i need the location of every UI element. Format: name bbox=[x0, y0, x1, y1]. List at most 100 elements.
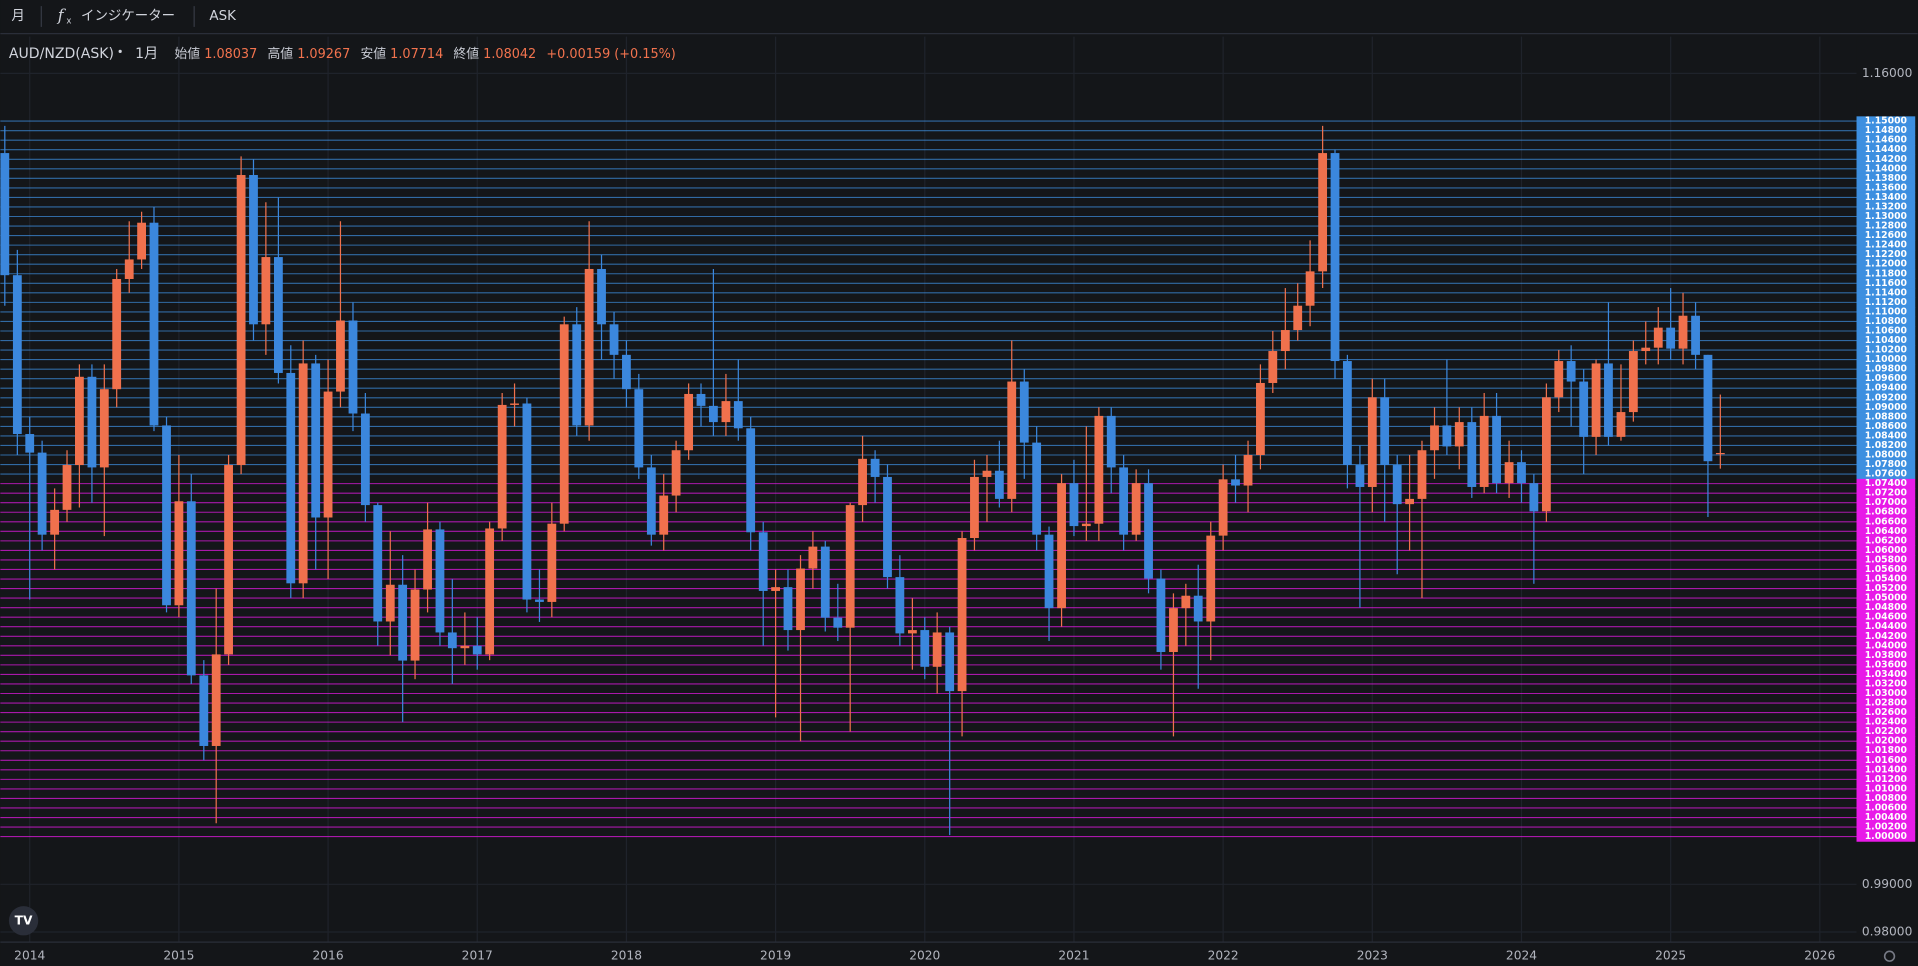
level-label: 1.14800 bbox=[1865, 125, 1908, 136]
candle-body bbox=[447, 632, 457, 649]
candle-body bbox=[410, 589, 420, 661]
level-label: 1.02600 bbox=[1865, 707, 1908, 718]
level-label: 1.02800 bbox=[1865, 698, 1908, 709]
level-label: 1.11000 bbox=[1865, 306, 1908, 317]
candle-body bbox=[522, 403, 532, 600]
x-tick-label: 2021 bbox=[1058, 949, 1089, 963]
level-label-bg bbox=[1856, 822, 1916, 833]
open-value: 1.08037 bbox=[204, 46, 257, 61]
level-label-bg bbox=[1856, 517, 1916, 527]
level-label-bg bbox=[1856, 135, 1916, 146]
candle-body bbox=[833, 617, 843, 628]
candle-body bbox=[1019, 381, 1029, 443]
change: +0.00159 (+0.15%) bbox=[546, 46, 675, 61]
level-label-bg bbox=[1856, 421, 1916, 432]
level-label-bg bbox=[1856, 707, 1916, 718]
x-tick-label: 2026 bbox=[1804, 949, 1835, 963]
level-label-bg bbox=[1856, 240, 1916, 251]
candle-body bbox=[622, 354, 631, 390]
level-label-bg bbox=[1856, 745, 1916, 756]
level-label: 1.04600 bbox=[1865, 612, 1908, 623]
level-label-bg bbox=[1856, 526, 1916, 537]
x-tick-label: 2016 bbox=[313, 949, 344, 963]
candle-body bbox=[771, 587, 781, 591]
level-label-bg bbox=[1856, 354, 1916, 365]
level-label-bg bbox=[1856, 164, 1916, 174]
level-label: 1.13600 bbox=[1865, 182, 1908, 193]
level-label-bg bbox=[1856, 793, 1916, 804]
x-tick-label: 2015 bbox=[163, 949, 194, 963]
candle-body bbox=[1666, 327, 1676, 349]
level-label-bg bbox=[1856, 144, 1916, 155]
level-label-bg bbox=[1856, 831, 1916, 842]
candle-body bbox=[37, 452, 47, 535]
level-label-bg bbox=[1856, 602, 1916, 613]
candle-body bbox=[1691, 315, 1700, 355]
level-label: 1.08000 bbox=[1865, 450, 1908, 461]
level-label-bg bbox=[1856, 583, 1916, 594]
interval-button[interactable]: 月 bbox=[11, 9, 24, 24]
level-label-bg bbox=[1856, 650, 1916, 661]
candle-body bbox=[746, 428, 756, 533]
candle-body bbox=[1293, 305, 1303, 331]
level-label-bg bbox=[1856, 688, 1916, 699]
candle-body bbox=[1032, 442, 1042, 535]
candle-body bbox=[1703, 354, 1713, 462]
candle-body bbox=[1454, 422, 1464, 447]
interval: 1月 bbox=[135, 46, 158, 62]
level-label: 1.11800 bbox=[1865, 268, 1908, 279]
level-label-bg bbox=[1856, 660, 1916, 671]
x-tick-label: 2014 bbox=[14, 949, 45, 963]
legend: AUD/NZD(ASK) 1月 始値 1.08037 高値 1.09267 安値… bbox=[9, 45, 676, 62]
level-label-bg bbox=[1856, 440, 1916, 451]
level-label: 1.10800 bbox=[1865, 316, 1908, 327]
level-label: 1.01200 bbox=[1865, 774, 1908, 785]
candle-body bbox=[1169, 608, 1178, 653]
candle-body bbox=[1131, 483, 1141, 535]
candle-body bbox=[1604, 363, 1613, 437]
candle-body bbox=[758, 532, 768, 591]
level-label-bg bbox=[1856, 364, 1916, 375]
level-label-bg bbox=[1856, 211, 1916, 222]
logo-mark: TV bbox=[15, 913, 33, 927]
candle-body bbox=[1094, 415, 1104, 524]
candle-body bbox=[360, 413, 370, 506]
candle-body bbox=[1641, 347, 1651, 352]
candle-body bbox=[1193, 595, 1203, 622]
level-label: 1.00400 bbox=[1865, 812, 1908, 823]
candle-body bbox=[62, 465, 72, 510]
level-label: 1.03800 bbox=[1865, 650, 1908, 661]
candle-body bbox=[74, 376, 84, 466]
candle-body bbox=[1405, 498, 1414, 505]
level-label-bg bbox=[1856, 803, 1916, 814]
level-label: 1.02000 bbox=[1865, 736, 1908, 747]
y-tick-label: 0.99000 bbox=[1862, 877, 1913, 891]
level-label: 1.09400 bbox=[1865, 383, 1908, 394]
candle-body bbox=[124, 259, 134, 279]
level-label: 1.00600 bbox=[1865, 802, 1908, 813]
level-label: 1.05000 bbox=[1865, 593, 1908, 604]
level-label: 1.08800 bbox=[1865, 411, 1908, 422]
candle-body bbox=[1529, 483, 1539, 512]
candle-body bbox=[535, 599, 544, 602]
level-label: 1.01800 bbox=[1865, 745, 1908, 756]
candle-body bbox=[845, 505, 855, 628]
indicators-button[interactable]: インジケーター bbox=[81, 8, 175, 24]
settings-icon[interactable] bbox=[1883, 950, 1896, 962]
level-label-bg bbox=[1856, 507, 1916, 518]
candle-body bbox=[1330, 153, 1340, 362]
level-label-bg bbox=[1856, 402, 1916, 413]
candle-body bbox=[423, 529, 432, 590]
level-label: 1.05600 bbox=[1865, 564, 1908, 575]
level-label-bg bbox=[1856, 564, 1916, 575]
candle-body bbox=[435, 529, 445, 633]
candle-body bbox=[932, 632, 942, 667]
level-label: 1.14600 bbox=[1865, 135, 1908, 146]
price-source-button[interactable]: ASK bbox=[209, 9, 237, 24]
level-label: 1.12600 bbox=[1865, 230, 1908, 241]
level-label: 1.02400 bbox=[1865, 717, 1908, 728]
candle-body bbox=[820, 546, 830, 618]
level-label-bg bbox=[1856, 392, 1916, 403]
low-value: 1.07714 bbox=[390, 46, 443, 61]
